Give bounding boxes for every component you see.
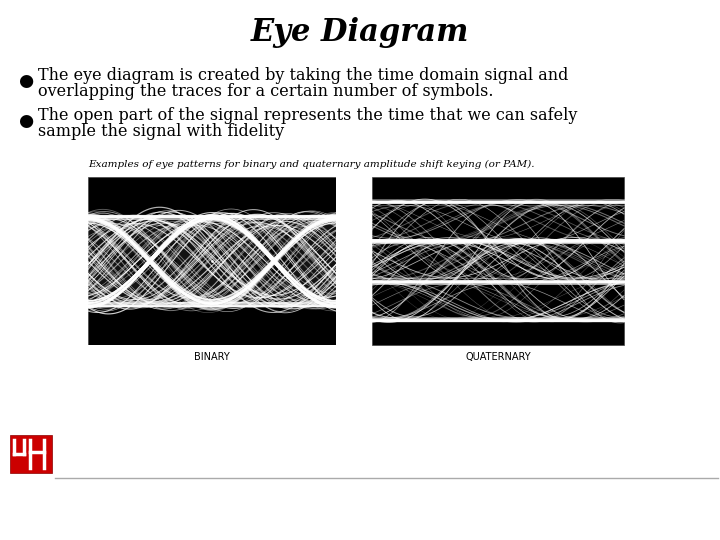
Bar <box>88 177 336 345</box>
Polygon shape <box>247 242 301 280</box>
Text: ●: ● <box>18 73 33 91</box>
Text: QUATERNARY: QUATERNARY <box>465 352 531 362</box>
Text: The open part of the signal represents the time that we can safely: The open part of the signal represents t… <box>38 106 577 124</box>
Bar <box>372 177 624 345</box>
Text: Eye Diagram: Eye Diagram <box>251 17 469 48</box>
Text: Examples of eye patterns for binary and quaternary amplitude shift keying (or PA: Examples of eye patterns for binary and … <box>88 159 534 168</box>
Bar <box>88 214 336 308</box>
Text: The eye diagram is created by taking the time domain signal and: The eye diagram is created by taking the… <box>38 66 568 84</box>
Text: ●: ● <box>18 113 33 131</box>
Bar <box>10 435 52 473</box>
Polygon shape <box>122 242 177 280</box>
Text: BINARY: BINARY <box>194 352 230 362</box>
Text: overlapping the traces for a certain number of symbols.: overlapping the traces for a certain num… <box>38 83 493 99</box>
Text: sample the signal with fidelity: sample the signal with fidelity <box>38 123 284 139</box>
